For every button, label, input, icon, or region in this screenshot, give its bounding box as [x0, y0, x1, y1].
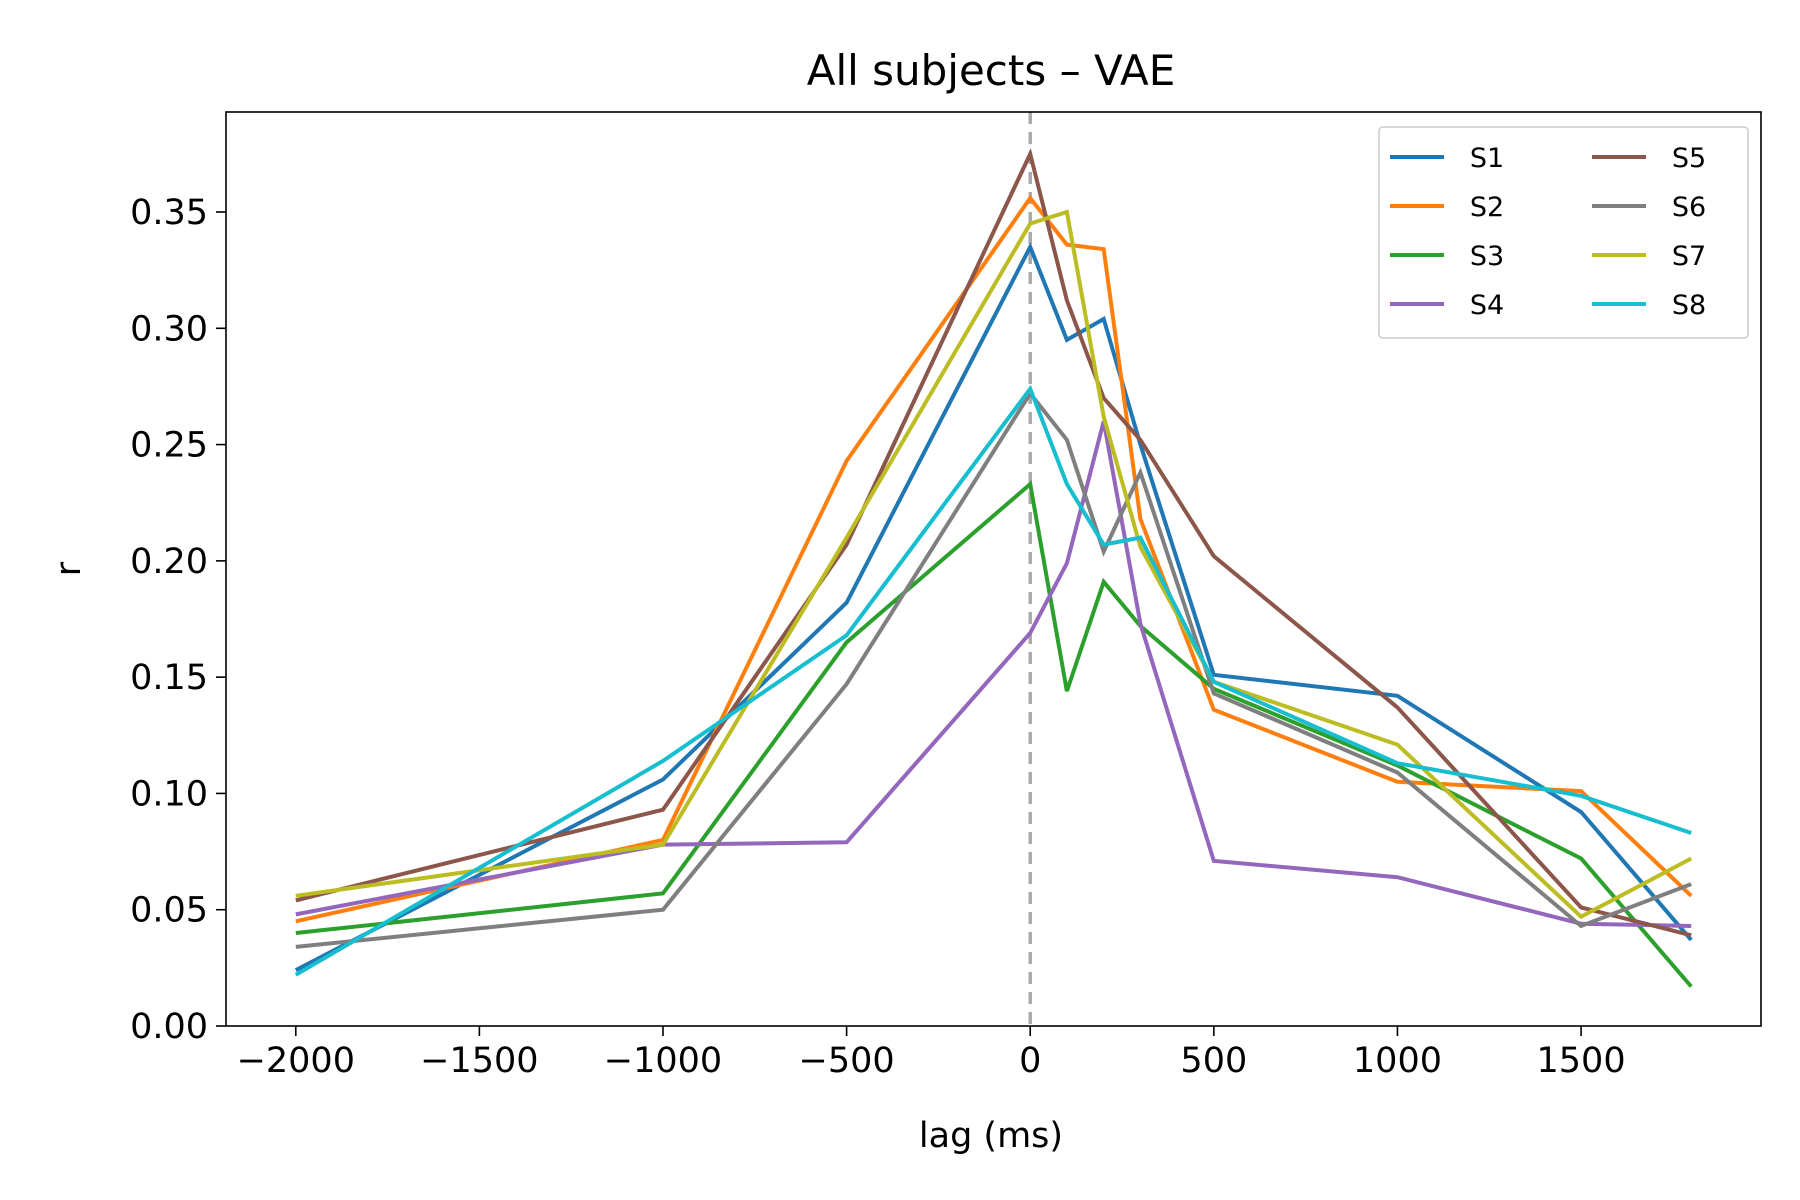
- y-tick-label: 0.25: [130, 426, 208, 466]
- series-line-s7: [295, 209, 1693, 920]
- x-tick-label: −1000: [604, 1041, 722, 1081]
- y-tick-label: 0.00: [130, 1007, 208, 1047]
- series-line-s2: [295, 194, 1693, 924]
- x-tick-label: −1500: [420, 1041, 538, 1081]
- x-tick-label: 1500: [1537, 1041, 1626, 1081]
- y-tick-label: 0.35: [130, 193, 208, 233]
- legend-label-s5: S5: [1672, 143, 1706, 174]
- series-line-s3: [295, 480, 1693, 988]
- legend-label-s3: S3: [1470, 241, 1504, 272]
- y-tick-label: 0.05: [130, 891, 208, 931]
- y-tick-label: 0.15: [130, 658, 208, 698]
- series-group: [294, 147, 1693, 988]
- series-line-s1: [294, 242, 1693, 972]
- legend: S1 S2 S3 S4 S5 S6 S7 S8: [1378, 126, 1749, 339]
- legend-box: [1378, 126, 1749, 339]
- x-axis-label: lag (ms): [919, 1116, 1063, 1156]
- legend-label-s4: S4: [1470, 290, 1504, 321]
- y-axis-label: r: [49, 561, 89, 576]
- legend-label-s8: S8: [1672, 290, 1706, 321]
- y-axis: 0.00 0.05 0.10 0.15 0.20 0.25 0.30 0.35: [130, 193, 226, 1047]
- x-tick-label: −2000: [237, 1041, 355, 1081]
- legend-label-s2: S2: [1470, 192, 1504, 223]
- series-line-s6: [295, 389, 1692, 949]
- y-tick-label: 0.10: [130, 774, 208, 814]
- x-tick-label: 1000: [1353, 1041, 1442, 1081]
- x-axis: −2000 −1500 −1000 −500 0 500 1000 1500: [237, 1026, 1626, 1081]
- x-tick-label: 500: [1180, 1041, 1247, 1081]
- plot-frame: [225, 111, 1762, 1027]
- x-tick-label: −500: [799, 1041, 895, 1081]
- y-tick-label: 0.20: [130, 542, 208, 582]
- chart-title: All subjects – VAE: [807, 46, 1176, 95]
- y-tick-label: 0.30: [130, 309, 208, 349]
- legend-label-s6: S6: [1672, 192, 1706, 223]
- x-tick-label: 0: [1019, 1041, 1041, 1081]
- series-line-s8: [294, 384, 1692, 977]
- legend-label-s7: S7: [1672, 241, 1706, 272]
- legend-label-s1: S1: [1470, 143, 1504, 174]
